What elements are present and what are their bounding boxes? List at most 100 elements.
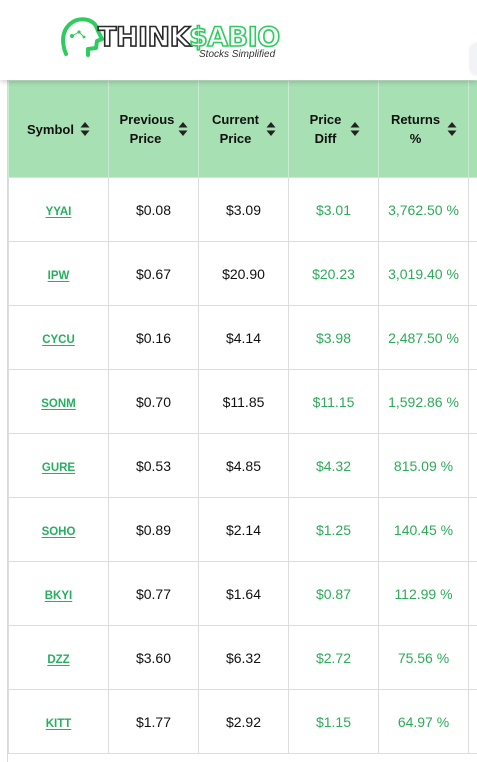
overflow-cell (468, 497, 477, 562)
sort-icon[interactable] (178, 121, 188, 137)
column-header-price-diff[interactable]: Price Diff (288, 80, 379, 178)
previous-price-cell: $0.67 (135, 265, 172, 282)
table-cell: $2.14 (198, 497, 289, 562)
symbol-link[interactable]: BKYI (44, 589, 73, 602)
table-cell: SONM (8, 369, 109, 434)
app-header: THINK $ABIO Stocks Simplified (0, 0, 477, 80)
overflow-cell (468, 433, 477, 498)
table-cell: $3.98 (288, 305, 379, 370)
table-row[interactable]: IPW $0.67 $20.90 $20.23 3,019.40 % (8, 241, 477, 306)
table-cell: $4.85 (198, 433, 289, 498)
sort-icon[interactable] (266, 121, 276, 137)
table-header-row: Symbol Previous Price Current Price Pric… (8, 80, 477, 178)
current-price-cell: $3.09 (225, 201, 262, 218)
table-cell: $2.92 (198, 689, 289, 754)
table-cell: $0.77 (108, 561, 199, 626)
symbol-link[interactable]: SOHO (41, 525, 76, 538)
current-price-cell: $4.85 (225, 457, 262, 474)
table-row[interactable]: YYAI $0.08 $3.09 $3.01 3,762.50 % (8, 177, 477, 242)
table-cell: YYAI (8, 177, 109, 242)
table-cell: $11.15 (288, 369, 379, 434)
price-diff-cell: $11.15 (312, 393, 355, 410)
table-row[interactable]: CYCU $0.16 $4.14 $3.98 2,487.50 % (8, 305, 477, 370)
table-row[interactable]: GURE $0.53 $4.85 $4.32 815.09 % (8, 433, 477, 498)
table-cell: 64.97 % (378, 689, 469, 754)
symbol-link[interactable]: YYAI (45, 205, 72, 218)
symbol-link[interactable]: GURE (41, 461, 76, 474)
stocks-table: Symbol Previous Price Current Price Pric… (8, 80, 477, 754)
previous-price-cell: $0.77 (135, 585, 172, 602)
current-price-cell: $2.14 (225, 521, 262, 538)
price-diff-cell: $3.01 (315, 201, 352, 218)
table-cell: 140.45 % (378, 497, 469, 562)
returns-cell: 75.56 % (397, 649, 450, 666)
symbol-link[interactable]: CYCU (42, 333, 75, 346)
table-cell: $11.85 (198, 369, 289, 434)
table-cell: $0.53 (108, 433, 199, 498)
table-cell: CYCU (8, 305, 109, 370)
table-cell: $1.64 (198, 561, 289, 626)
table-cell: $0.70 (108, 369, 199, 434)
table-cell: $3.01 (288, 177, 379, 242)
table-cell: $20.23 (288, 241, 379, 306)
column-header-symbol[interactable]: Symbol (8, 80, 109, 178)
header-action-button[interactable] (471, 44, 477, 74)
overflow-cell (468, 561, 477, 626)
column-header-current-price[interactable]: Current Price (198, 80, 289, 178)
table-cell: GURE (8, 433, 109, 498)
table-cell: $1.77 (108, 689, 199, 754)
returns-cell: 2,487.50 % (388, 329, 459, 346)
overflow-cell (468, 625, 477, 690)
table-row[interactable]: BKYI $0.77 $1.64 $0.87 112.99 % (8, 561, 477, 626)
price-diff-cell: $4.32 (315, 457, 352, 474)
returns-cell: 140.45 % (393, 521, 454, 538)
current-price-cell: $6.32 (225, 649, 262, 666)
symbol-link[interactable]: KITT (45, 717, 72, 730)
overflow-cell (468, 369, 477, 434)
table-cell: $1.25 (288, 497, 379, 562)
sort-icon[interactable] (350, 121, 360, 137)
previous-price-cell: $1.77 (135, 713, 172, 730)
symbol-link[interactable]: SONM (41, 397, 76, 410)
table-cell: $6.32 (198, 625, 289, 690)
table-row[interactable]: KITT $1.77 $2.92 $1.15 64.97 % (8, 689, 477, 754)
column-header-overflow (468, 80, 477, 178)
table-body: YYAI $0.08 $3.09 $3.01 3,762.50 % IPW $0.67 $20… (8, 177, 477, 754)
table-cell: 2,487.50 % (378, 305, 469, 370)
table-cell: BKYI (8, 561, 109, 626)
table-cell: $3.60 (108, 625, 199, 690)
current-price-cell: $11.85 (222, 393, 265, 410)
current-price-cell: $20.90 (222, 265, 265, 282)
table-cell: 75.56 % (378, 625, 469, 690)
symbol-link[interactable]: IPW (47, 269, 70, 282)
sort-icon[interactable] (447, 121, 457, 137)
column-header-previous-price[interactable]: Previous Price (108, 80, 199, 178)
table-cell: IPW (8, 241, 109, 306)
symbol-link[interactable]: DZZ (47, 653, 70, 666)
table-cell: $0.87 (288, 561, 379, 626)
price-diff-cell: $20.23 (312, 265, 355, 282)
sort-icon[interactable] (80, 121, 90, 137)
returns-cell: 112.99 % (394, 585, 453, 602)
table-cell: 112.99 % (378, 561, 469, 626)
overflow-cell (468, 689, 477, 754)
brand-name-think: THINK (97, 22, 191, 54)
table-row[interactable]: SONM $0.70 $11.85 $11.15 1,592.86 % (8, 369, 477, 434)
table-row[interactable]: SOHO $0.89 $2.14 $1.25 140.45 % (8, 497, 477, 562)
price-diff-cell: $2.72 (315, 649, 352, 666)
thinksabio-logo[interactable]: THINK $ABIO Stocks Simplified (58, 14, 288, 64)
previous-price-cell: $0.89 (135, 521, 172, 538)
returns-cell: 3,019.40 % (388, 265, 459, 282)
table-row[interactable]: DZZ $3.60 $6.32 $2.72 75.56 % (8, 625, 477, 690)
table-cell: $0.08 (108, 177, 199, 242)
previous-price-cell: $0.08 (135, 201, 172, 218)
column-header-returns[interactable]: Returns % (378, 80, 469, 178)
table-cell: $1.15 (288, 689, 379, 754)
returns-cell: 1,592.86 % (388, 393, 459, 410)
brand-name-sabio: $ABIO (188, 22, 281, 54)
table-cell: 3,019.40 % (378, 241, 469, 306)
table-cell: SOHO (8, 497, 109, 562)
returns-cell: 3,762.50 % (388, 201, 459, 218)
table-cell: $20.90 (198, 241, 289, 306)
table-cell: $4.14 (198, 305, 289, 370)
